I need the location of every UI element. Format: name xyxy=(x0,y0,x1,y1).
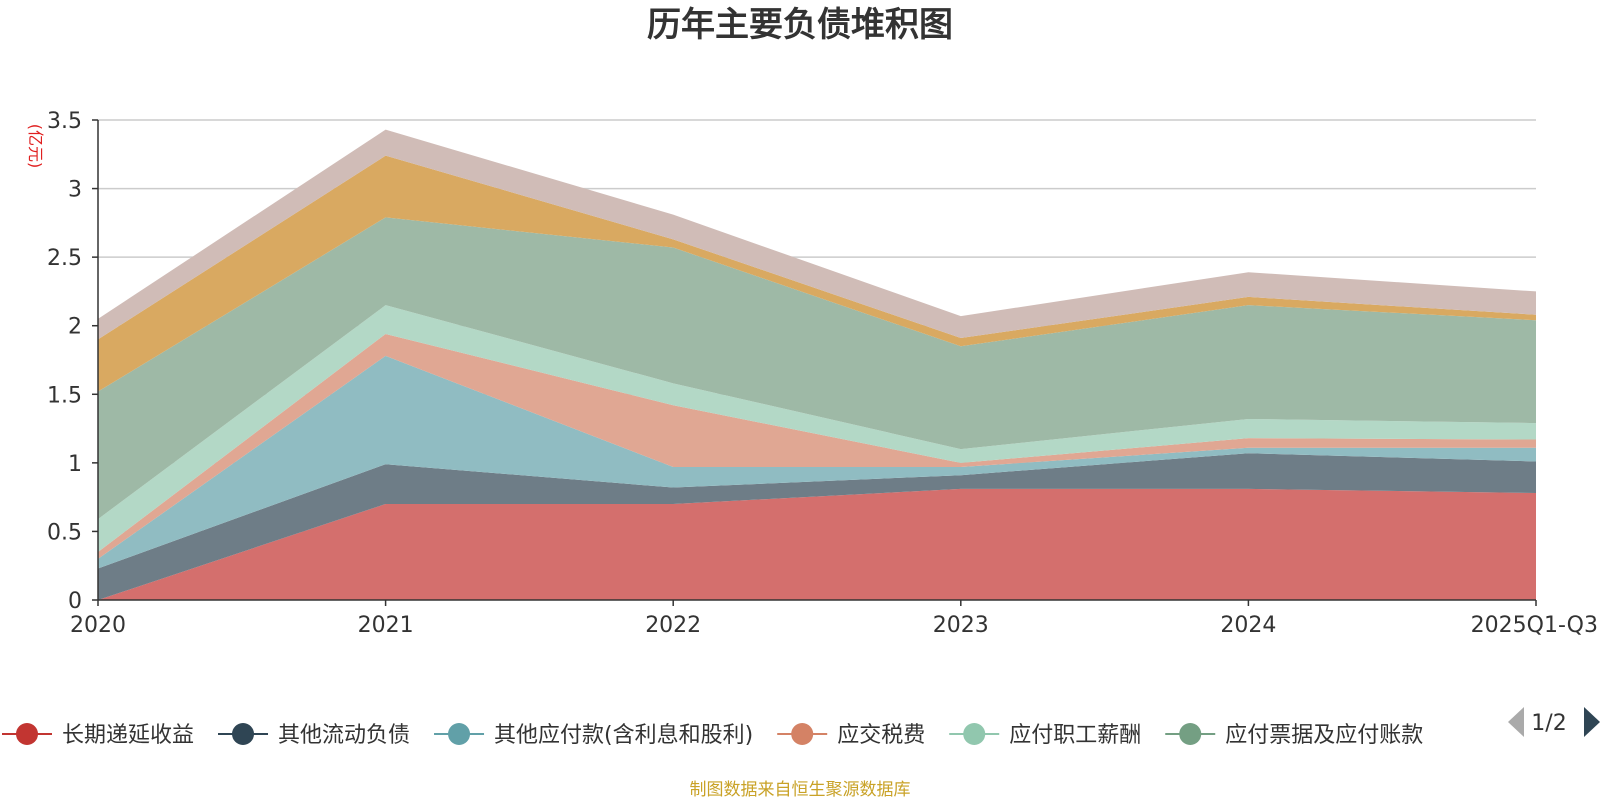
y-axis-unit: (亿元) xyxy=(26,124,45,169)
area-其他流动负债 xyxy=(98,453,1536,600)
data-source-note: 制图数据来自恒生聚源数据库 xyxy=(690,780,911,800)
area-应交税费 xyxy=(98,333,1536,559)
area-长期递延收益 xyxy=(98,488,1536,600)
x-tick-label: 2022 xyxy=(645,613,701,638)
legend-circle-icon xyxy=(16,723,38,745)
x-tick-label: 2020 xyxy=(70,613,126,638)
y-tick-label: 1.5 xyxy=(47,383,82,408)
y-tick-label: 2 xyxy=(68,315,82,340)
legend-label: 其他流动负债 xyxy=(278,723,410,748)
chart-title: 历年主要负债堆积图 xyxy=(647,5,953,45)
legend-label: 其他应付款(含利息和股利) xyxy=(494,723,753,748)
area-短期借款 xyxy=(98,155,1536,392)
legend-label: 应付票据及应付账款 xyxy=(1225,723,1423,748)
legend-prev-arrow-icon[interactable] xyxy=(1508,707,1524,737)
legend-item[interactable]: 应付职工薪酬 xyxy=(949,723,1141,748)
legend-label: 应交税费 xyxy=(837,723,925,748)
y-tick-label: 0 xyxy=(68,589,82,614)
legend-circle-icon xyxy=(232,723,255,745)
x-tick-label: 2021 xyxy=(358,613,414,638)
area-应付票据及应付账款 xyxy=(98,217,1536,520)
y-tick-label: 3 xyxy=(68,178,82,203)
legend-label: 应付职工薪酬 xyxy=(1009,723,1141,748)
legend-circle-icon xyxy=(1179,723,1202,745)
legend-item[interactable]: 其他流动负债 xyxy=(218,723,410,748)
legend-circle-icon xyxy=(963,723,986,745)
area-应付职工薪酬 xyxy=(98,305,1536,552)
legend-circle-icon xyxy=(448,723,471,745)
legend-next-arrow-icon[interactable] xyxy=(1584,707,1600,737)
legend-page-indicator: 1/2 xyxy=(1531,711,1566,736)
x-tick-label: 2023 xyxy=(933,613,989,638)
y-tick-label: 0.5 xyxy=(47,520,82,545)
y-tick-label: 1 xyxy=(68,452,82,477)
y-tick-label: 3.5 xyxy=(47,109,82,134)
legend-circle-icon xyxy=(791,723,814,745)
legend: 长期递延收益 其他流动负债 其他应付款(含利息和股利) 应交税费 应付职工薪酬 应付票据及… xyxy=(2,723,1423,748)
y-tick-label: 2.5 xyxy=(47,246,82,271)
area-其他应付款(含利息和股利) xyxy=(98,355,1536,569)
area-其他 xyxy=(98,129,1536,340)
area-series xyxy=(98,129,1536,600)
legend-pager: 1/2 xyxy=(1508,707,1600,737)
legend-item[interactable]: 其他应付款(含利息和股利) xyxy=(434,723,753,748)
axes: 0 0.5 1 1.5 2 2.5 3 3.5 2020 2021 2022 2023 2024 2025… xyxy=(47,109,1598,638)
legend-item[interactable]: 长期递延收益 xyxy=(2,723,194,748)
x-tick-label: 2025Q1-Q3 xyxy=(1471,613,1598,638)
x-tick-label: 2024 xyxy=(1220,613,1276,638)
legend-item[interactable]: 应付票据及应付账款 xyxy=(1165,723,1423,748)
legend-label: 长期递延收益 xyxy=(62,723,194,748)
legend-item[interactable]: 应交税费 xyxy=(777,723,925,748)
